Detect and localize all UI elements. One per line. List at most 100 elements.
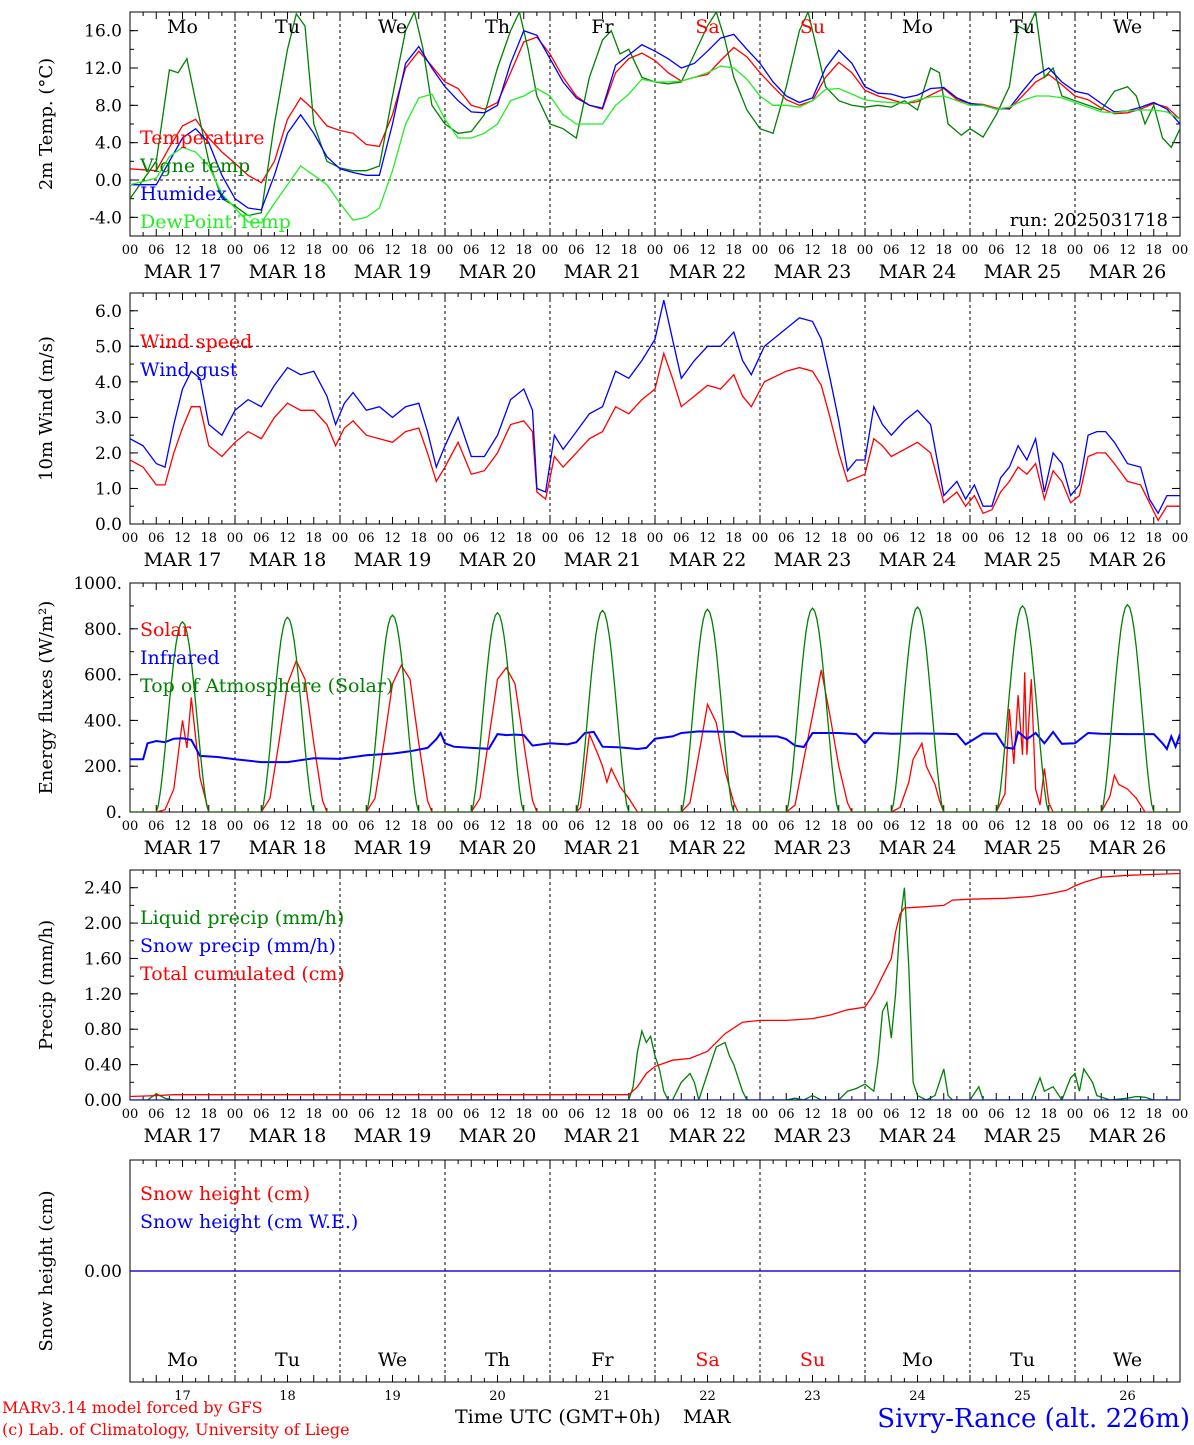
hour-tick-label: 00 [752, 531, 769, 546]
legend-entry: Total cumulated (cm) [140, 963, 345, 985]
y-tick-label: 400. [84, 711, 122, 731]
date-label: MAR 18 [249, 261, 327, 283]
hour-tick-label: 12 [1014, 819, 1031, 834]
day-number-label: 25 [1014, 1389, 1031, 1404]
date-label: MAR 24 [879, 1125, 957, 1147]
hour-tick-label: 12 [1119, 531, 1136, 546]
time-axis-label: Time UTC (GMT+0h) [455, 1406, 661, 1428]
y-axis-label: 10m Wind (m/s) [36, 336, 57, 481]
day-number-label: 19 [384, 1389, 401, 1404]
hour-tick-label: 06 [883, 531, 900, 546]
date-label: MAR 19 [354, 837, 432, 859]
hour-tick-label: 12 [384, 243, 401, 258]
hour-tick-label: 12 [909, 243, 926, 258]
hour-tick-label: 06 [1093, 531, 1110, 546]
hour-tick-label: 18 [1145, 819, 1162, 834]
hour-tick-label: 00 [542, 243, 559, 258]
y-tick-label: 8.0 [95, 96, 122, 116]
hour-tick-label: 18 [935, 1107, 952, 1122]
y-tick-label: 2.40 [84, 879, 122, 899]
hour-tick-label: 12 [594, 1107, 611, 1122]
hour-tick-label: 06 [358, 243, 375, 258]
date-label: MAR 20 [459, 549, 537, 571]
y-tick-label: 5.0 [95, 337, 122, 357]
hour-tick-label: 00 [122, 243, 139, 258]
date-label: MAR 18 [249, 1125, 327, 1147]
date-label: MAR 25 [984, 837, 1062, 859]
hour-tick-label: 00 [647, 531, 664, 546]
date-label: MAR 21 [564, 549, 642, 571]
hour-tick-label: 06 [568, 819, 585, 834]
day-number-label: 20 [489, 1389, 506, 1404]
hour-tick-label: 00 [647, 243, 664, 258]
hour-tick-label: 00 [857, 243, 874, 258]
weekday-label: Mo [167, 1349, 198, 1371]
hour-tick-label: 18 [830, 531, 847, 546]
hour-tick-label: 06 [988, 243, 1005, 258]
date-label: MAR 17 [144, 261, 222, 283]
series-line-humidex [130, 29, 1180, 211]
hour-tick-label: 18 [1040, 1107, 1057, 1122]
hour-tick-label: 06 [148, 1107, 165, 1122]
date-label: MAR 18 [249, 837, 327, 859]
date-label: MAR 26 [1089, 837, 1167, 859]
hour-tick-label: 06 [253, 531, 270, 546]
panel-precip: 0.00 0.40 0.80 1.20 1.60 2.00 2.40 Precip (mm/h… [36, 869, 1188, 1147]
legend-entry: DewPoint Temp [140, 211, 291, 233]
hour-tick-label: 12 [174, 531, 191, 546]
hour-tick-label: 00 [227, 819, 244, 834]
hour-tick-label: 12 [174, 1107, 191, 1122]
hour-tick-label: 12 [594, 531, 611, 546]
y-axis-label: Snow height (cm) [36, 1190, 57, 1351]
hour-tick-label: 00 [752, 243, 769, 258]
hour-tick-label: 06 [253, 1107, 270, 1122]
hour-tick-label: 00 [1172, 243, 1189, 258]
weekday-label: Fr [591, 16, 614, 38]
hour-tick-label: 00 [962, 531, 979, 546]
date-label: MAR 25 [984, 1125, 1062, 1147]
hour-tick-label: 06 [988, 1107, 1005, 1122]
hour-tick-label: 12 [279, 1107, 296, 1122]
hour-tick-label: 18 [1145, 243, 1162, 258]
hour-tick-label: 00 [332, 1107, 349, 1122]
date-label: MAR 26 [1089, 261, 1167, 283]
day-number-label: 18 [279, 1389, 296, 1404]
day-number-label: 26 [1119, 1389, 1136, 1404]
hour-tick-label: 18 [305, 1107, 322, 1122]
weekday-label: Sa [695, 1349, 719, 1371]
y-tick-label: 600. [84, 666, 122, 686]
hour-tick-label: 18 [620, 819, 637, 834]
hour-tick-label: 00 [752, 1107, 769, 1122]
hour-tick-label: 18 [935, 819, 952, 834]
hour-tick-label: 00 [542, 1107, 559, 1122]
hour-tick-label: 12 [489, 819, 506, 834]
credit-line-2: (c) Lab. of Climatology, University of L… [2, 1420, 350, 1439]
run-annotation: run: 2025031718 [1010, 210, 1168, 231]
hour-tick-label: 00 [1067, 819, 1084, 834]
hour-tick-label: 12 [909, 531, 926, 546]
y-tick-label: 0.00 [84, 1262, 122, 1282]
hour-tick-label: 18 [200, 243, 217, 258]
date-label: MAR 24 [879, 837, 957, 859]
hour-tick-label: 12 [1014, 1107, 1031, 1122]
hour-tick-label: 00 [962, 1107, 979, 1122]
station-label: Sivry-Rance (alt. 226m) [877, 1404, 1190, 1434]
hour-tick-label: 00 [857, 1107, 874, 1122]
date-label: MAR 25 [984, 261, 1062, 283]
hour-tick-label: 06 [673, 243, 690, 258]
y-axis-label: 2m Temp. (°C) [36, 58, 57, 190]
hour-tick-label: 18 [620, 531, 637, 546]
date-label: MAR 24 [879, 549, 957, 571]
hour-tick-label: 18 [725, 1107, 742, 1122]
y-tick-label: 200. [84, 757, 122, 777]
date-label: MAR 22 [669, 837, 747, 859]
legend-entry: Snow height (cm) [140, 1183, 310, 1205]
hour-tick-label: 12 [1014, 243, 1031, 258]
panel-wind: 0.0 1.0 2.0 3.0 4.0 5.0 6.0 10m Wind (m/s) 00 06 1… [36, 292, 1188, 571]
weekday-label: Tu [275, 16, 300, 38]
hour-tick-label: 06 [148, 819, 165, 834]
hour-tick-label: 00 [227, 1107, 244, 1122]
y-axis-label: Precip (mm/h) [36, 920, 57, 1050]
date-label: MAR 17 [144, 549, 222, 571]
